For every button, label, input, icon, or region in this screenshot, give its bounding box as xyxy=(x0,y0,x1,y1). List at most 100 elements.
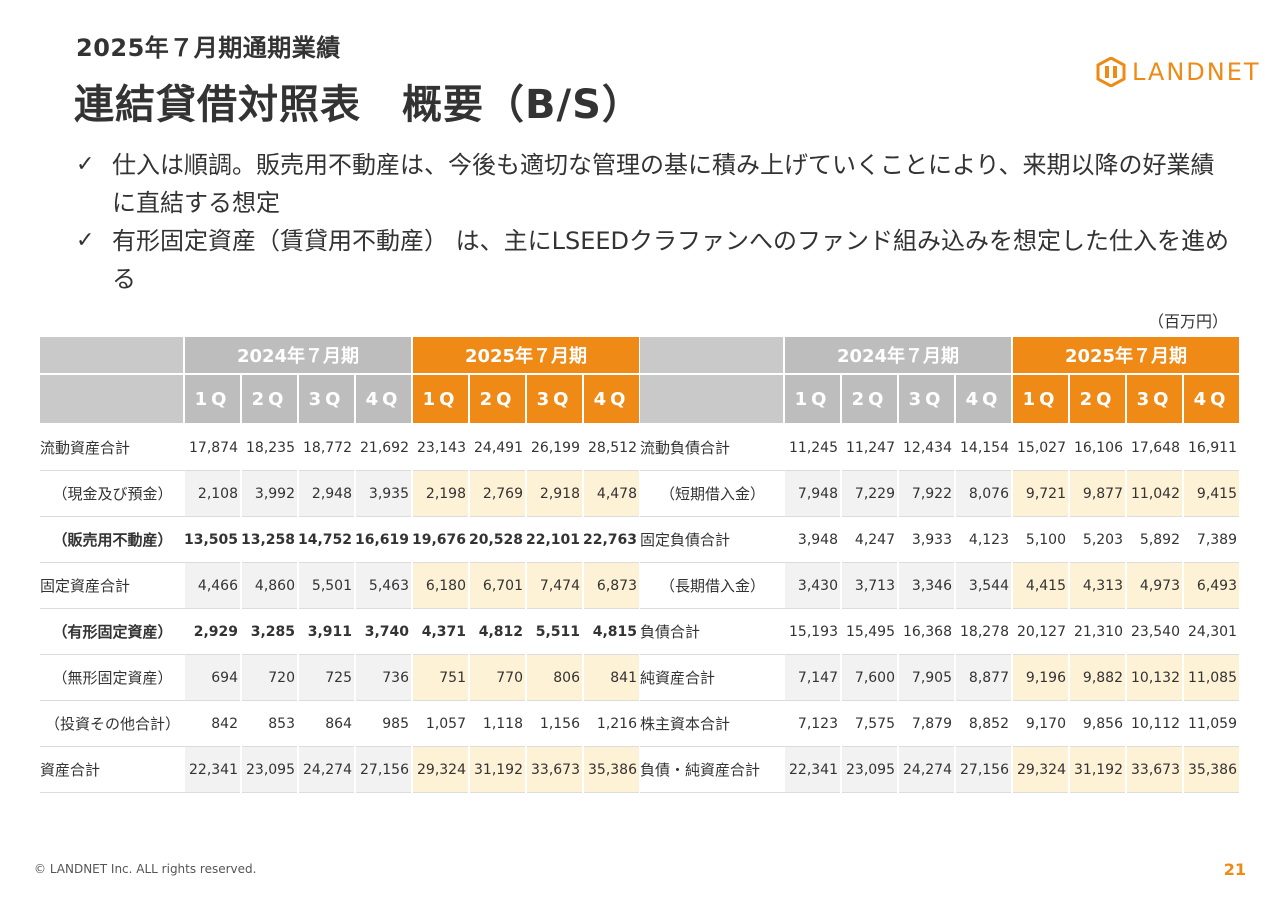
value-cell: 8,877 xyxy=(956,655,1011,701)
value-cell: 2,198 xyxy=(413,471,468,517)
row-label: 純資産合計 xyxy=(640,655,785,701)
value-cell: 11,059 xyxy=(1184,701,1239,747)
value-cell: 725 xyxy=(299,655,354,701)
label-header-cell xyxy=(40,375,183,423)
value-cell: 7,389 xyxy=(1184,517,1239,563)
value-cell: 35,386 xyxy=(584,747,639,793)
value-cell: 4,313 xyxy=(1070,563,1125,609)
value-cell: 751 xyxy=(413,655,468,701)
table-row: 流動負債合計 11,245 11,247 12,434 14,154 15,027 16,1… xyxy=(640,425,1241,471)
quarter-header: 4Q xyxy=(584,375,639,423)
table-row: （投資その他合計） 842 853 864 985 1,057 1,118 1,156 1,21… xyxy=(40,701,641,747)
value-cell: 9,877 xyxy=(1070,471,1125,517)
unit-label: （百万円） xyxy=(1147,312,1228,331)
value-cell: 4,247 xyxy=(842,517,897,563)
quarter-header: 3Q xyxy=(899,375,954,423)
value-cell: 770 xyxy=(470,655,525,701)
value-cell: 864 xyxy=(299,701,354,747)
value-cell: 26,199 xyxy=(527,425,582,471)
value-cell: 16,911 xyxy=(1184,425,1239,471)
row-label: 株主資本合計 xyxy=(640,701,785,747)
value-cell: 15,027 xyxy=(1013,425,1068,471)
value-cell: 720 xyxy=(242,655,297,701)
value-cell: 20,127 xyxy=(1013,609,1068,655)
value-cell: 736 xyxy=(356,655,411,701)
value-cell: 24,301 xyxy=(1184,609,1239,655)
liabilities-table: 2024年７月期 2025年７月期 1Q 2Q 3Q 4Q 1Q 2Q 3Q 4Q 流動負債合計 11… xyxy=(640,337,1241,793)
value-cell: 2,918 xyxy=(527,471,582,517)
value-cell: 29,324 xyxy=(413,747,468,793)
value-cell: 2,929 xyxy=(185,609,240,655)
page-title: 連結貸借対照表 概要（B/S） xyxy=(74,82,643,128)
value-cell: 16,619 xyxy=(355,517,411,563)
value-cell: 3,948 xyxy=(785,517,840,563)
value-cell: 9,170 xyxy=(1013,701,1068,747)
row-label: （有形固定資産） xyxy=(40,609,185,655)
value-cell: 23,143 xyxy=(413,425,468,471)
value-cell: 9,196 xyxy=(1013,655,1068,701)
value-cell: 16,368 xyxy=(899,609,954,655)
quarter-header: 2Q xyxy=(842,375,897,423)
table-row: 負債合計 15,193 15,495 16,368 18,278 20,127 21,310… xyxy=(640,609,1241,655)
value-cell: 14,154 xyxy=(956,425,1011,471)
label-header-cell xyxy=(640,375,783,423)
value-cell: 24,274 xyxy=(899,747,954,793)
value-cell: 11,247 xyxy=(842,425,897,471)
value-cell: 27,156 xyxy=(356,747,411,793)
table-row: 負債・純資産合計 22,341 23,095 24,274 27,156 29,324 31… xyxy=(640,747,1241,793)
copyright: © LANDNET Inc. ALL rights reserved. xyxy=(34,862,257,876)
table-row: 固定負債合計 3,948 4,247 3,933 4,123 5,100 5,203 5,89… xyxy=(640,517,1241,563)
value-cell: 21,310 xyxy=(1070,609,1125,655)
value-cell: 19,676 xyxy=(412,517,468,563)
row-label: 流動負債合計 xyxy=(640,425,785,471)
quarter-header: 2Q xyxy=(242,375,297,423)
value-cell: 23,540 xyxy=(1127,609,1182,655)
value-cell: 29,324 xyxy=(1013,747,1068,793)
row-label: 資産合計 xyxy=(40,747,185,793)
page-number: 21 xyxy=(1223,860,1246,879)
value-cell: 5,501 xyxy=(299,563,354,609)
table-row: 純資産合計 7,147 7,600 7,905 8,877 9,196 9,882 10,13… xyxy=(640,655,1241,701)
value-cell: 7,575 xyxy=(842,701,897,747)
value-cell: 35,386 xyxy=(1184,747,1239,793)
row-label: （投資その他合計） xyxy=(40,701,185,747)
value-cell: 6,701 xyxy=(470,563,525,609)
value-cell: 21,692 xyxy=(356,425,411,471)
value-cell: 2,108 xyxy=(185,471,240,517)
quarter-header: 4Q xyxy=(356,375,411,423)
value-cell: 24,491 xyxy=(470,425,525,471)
value-cell: 6,180 xyxy=(413,563,468,609)
value-cell: 12,434 xyxy=(899,425,954,471)
value-cell: 18,278 xyxy=(956,609,1011,655)
row-label: （短期借入金） xyxy=(640,471,785,517)
quarter-header: 2Q xyxy=(1070,375,1125,423)
value-cell: 2,948 xyxy=(299,471,354,517)
value-cell: 7,948 xyxy=(785,471,840,517)
landnet-logo-icon xyxy=(1096,57,1126,87)
quarter-header: 3Q xyxy=(1127,375,1182,423)
row-label: （販売用不動産） xyxy=(40,517,185,563)
table-row: 資産合計 22,341 23,095 24,274 27,156 29,324 31,192… xyxy=(40,747,641,793)
bullet-item: ✓ 有形固定資産（賃貸用不動産） は、主にLSEEDクラファンへのファンド組み込… xyxy=(76,222,1236,298)
row-label: 固定負債合計 xyxy=(640,517,785,563)
value-cell: 9,856 xyxy=(1070,701,1125,747)
value-cell: 694 xyxy=(185,655,240,701)
period-header: 2024年７月期 xyxy=(785,337,1011,373)
value-cell: 842 xyxy=(185,701,240,747)
value-cell: 14,752 xyxy=(298,517,354,563)
value-cell: 841 xyxy=(584,655,639,701)
value-cell: 9,415 xyxy=(1184,471,1239,517)
value-cell: 9,721 xyxy=(1013,471,1068,517)
value-cell: 7,922 xyxy=(899,471,954,517)
value-cell: 1,057 xyxy=(413,701,468,747)
value-cell: 33,673 xyxy=(1127,747,1182,793)
label-header-cell xyxy=(40,337,183,373)
table-row: （長期借入金） 3,430 3,713 3,346 3,544 4,415 4,313 4,9… xyxy=(640,563,1241,609)
value-cell: 15,495 xyxy=(842,609,897,655)
bullet-list: ✓ 仕入は順調。販売用不動産は、今後も適切な管理の基に積み上げていくことにより、… xyxy=(76,146,1236,298)
value-cell: 11,245 xyxy=(785,425,840,471)
row-label: 固定資産合計 xyxy=(40,563,185,609)
table-row: 流動資産合計 17,874 18,235 18,772 21,692 23,143 24,4… xyxy=(40,425,641,471)
quarter-header: 3Q xyxy=(299,375,354,423)
value-cell: 2,769 xyxy=(470,471,525,517)
